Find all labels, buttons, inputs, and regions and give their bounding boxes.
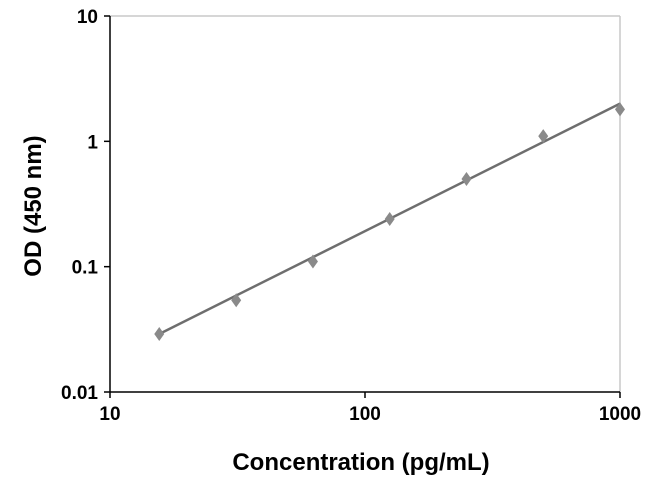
x-axis-title: Concentration (pg/mL) [232, 449, 489, 476]
y-axis-title: OD (450 nm) [20, 135, 47, 276]
y-tick-label: 0.1 [72, 258, 99, 279]
x-tick-label: 1000 [599, 404, 641, 425]
data-point [384, 212, 395, 227]
y-tick-label: 10 [77, 7, 98, 28]
data-point [231, 293, 242, 308]
data-point [154, 327, 165, 342]
tick-labels: 0.01 0.1 1 10 10 100 1000 [61, 7, 641, 425]
x-tick-label: 100 [349, 404, 381, 425]
data-point [307, 254, 318, 269]
axes [104, 15, 621, 398]
data-points [154, 102, 625, 342]
plot-frame [110, 15, 621, 392]
x-tick-label: 10 [99, 404, 120, 425]
data-point [615, 102, 625, 117]
y-tick-label: 1 [87, 132, 98, 153]
y-tick-label: 0.01 [61, 383, 98, 404]
data-point [461, 172, 472, 187]
data-point [538, 129, 549, 144]
